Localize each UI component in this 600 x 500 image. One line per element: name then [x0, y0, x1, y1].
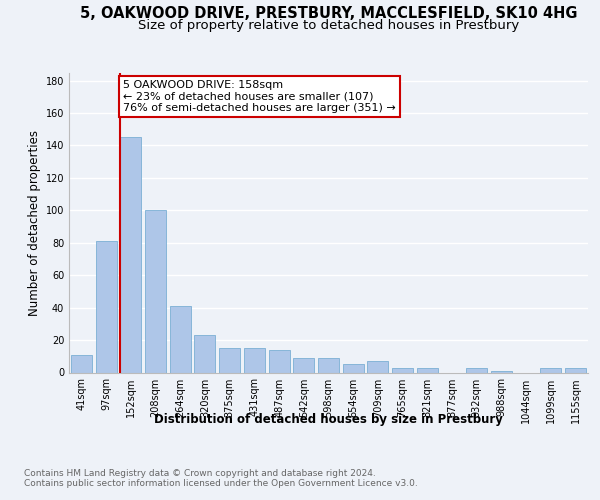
Text: Size of property relative to detached houses in Prestbury: Size of property relative to detached ho… — [138, 19, 520, 32]
Bar — [343, 364, 364, 372]
Bar — [269, 350, 290, 372]
Bar — [417, 368, 438, 372]
Bar — [565, 368, 586, 372]
Bar — [145, 210, 166, 372]
Bar — [367, 361, 388, 372]
Bar — [491, 371, 512, 372]
Text: 5 OAKWOOD DRIVE: 158sqm
← 23% of detached houses are smaller (107)
76% of semi-d: 5 OAKWOOD DRIVE: 158sqm ← 23% of detache… — [123, 80, 396, 113]
Text: Distribution of detached houses by size in Prestbury: Distribution of detached houses by size … — [154, 412, 503, 426]
Bar — [170, 306, 191, 372]
Text: 5, OAKWOOD DRIVE, PRESTBURY, MACCLESFIELD, SK10 4HG: 5, OAKWOOD DRIVE, PRESTBURY, MACCLESFIEL… — [80, 6, 578, 21]
Bar — [71, 354, 92, 372]
Bar — [541, 368, 562, 372]
Bar — [219, 348, 240, 372]
Bar — [120, 138, 141, 372]
Bar — [95, 241, 116, 372]
Bar — [392, 368, 413, 372]
Bar — [466, 368, 487, 372]
Y-axis label: Number of detached properties: Number of detached properties — [28, 130, 41, 316]
Bar — [318, 358, 339, 372]
Bar — [293, 358, 314, 372]
Bar — [194, 335, 215, 372]
Bar — [244, 348, 265, 372]
Text: Contains HM Land Registry data © Crown copyright and database right 2024.
Contai: Contains HM Land Registry data © Crown c… — [24, 469, 418, 488]
